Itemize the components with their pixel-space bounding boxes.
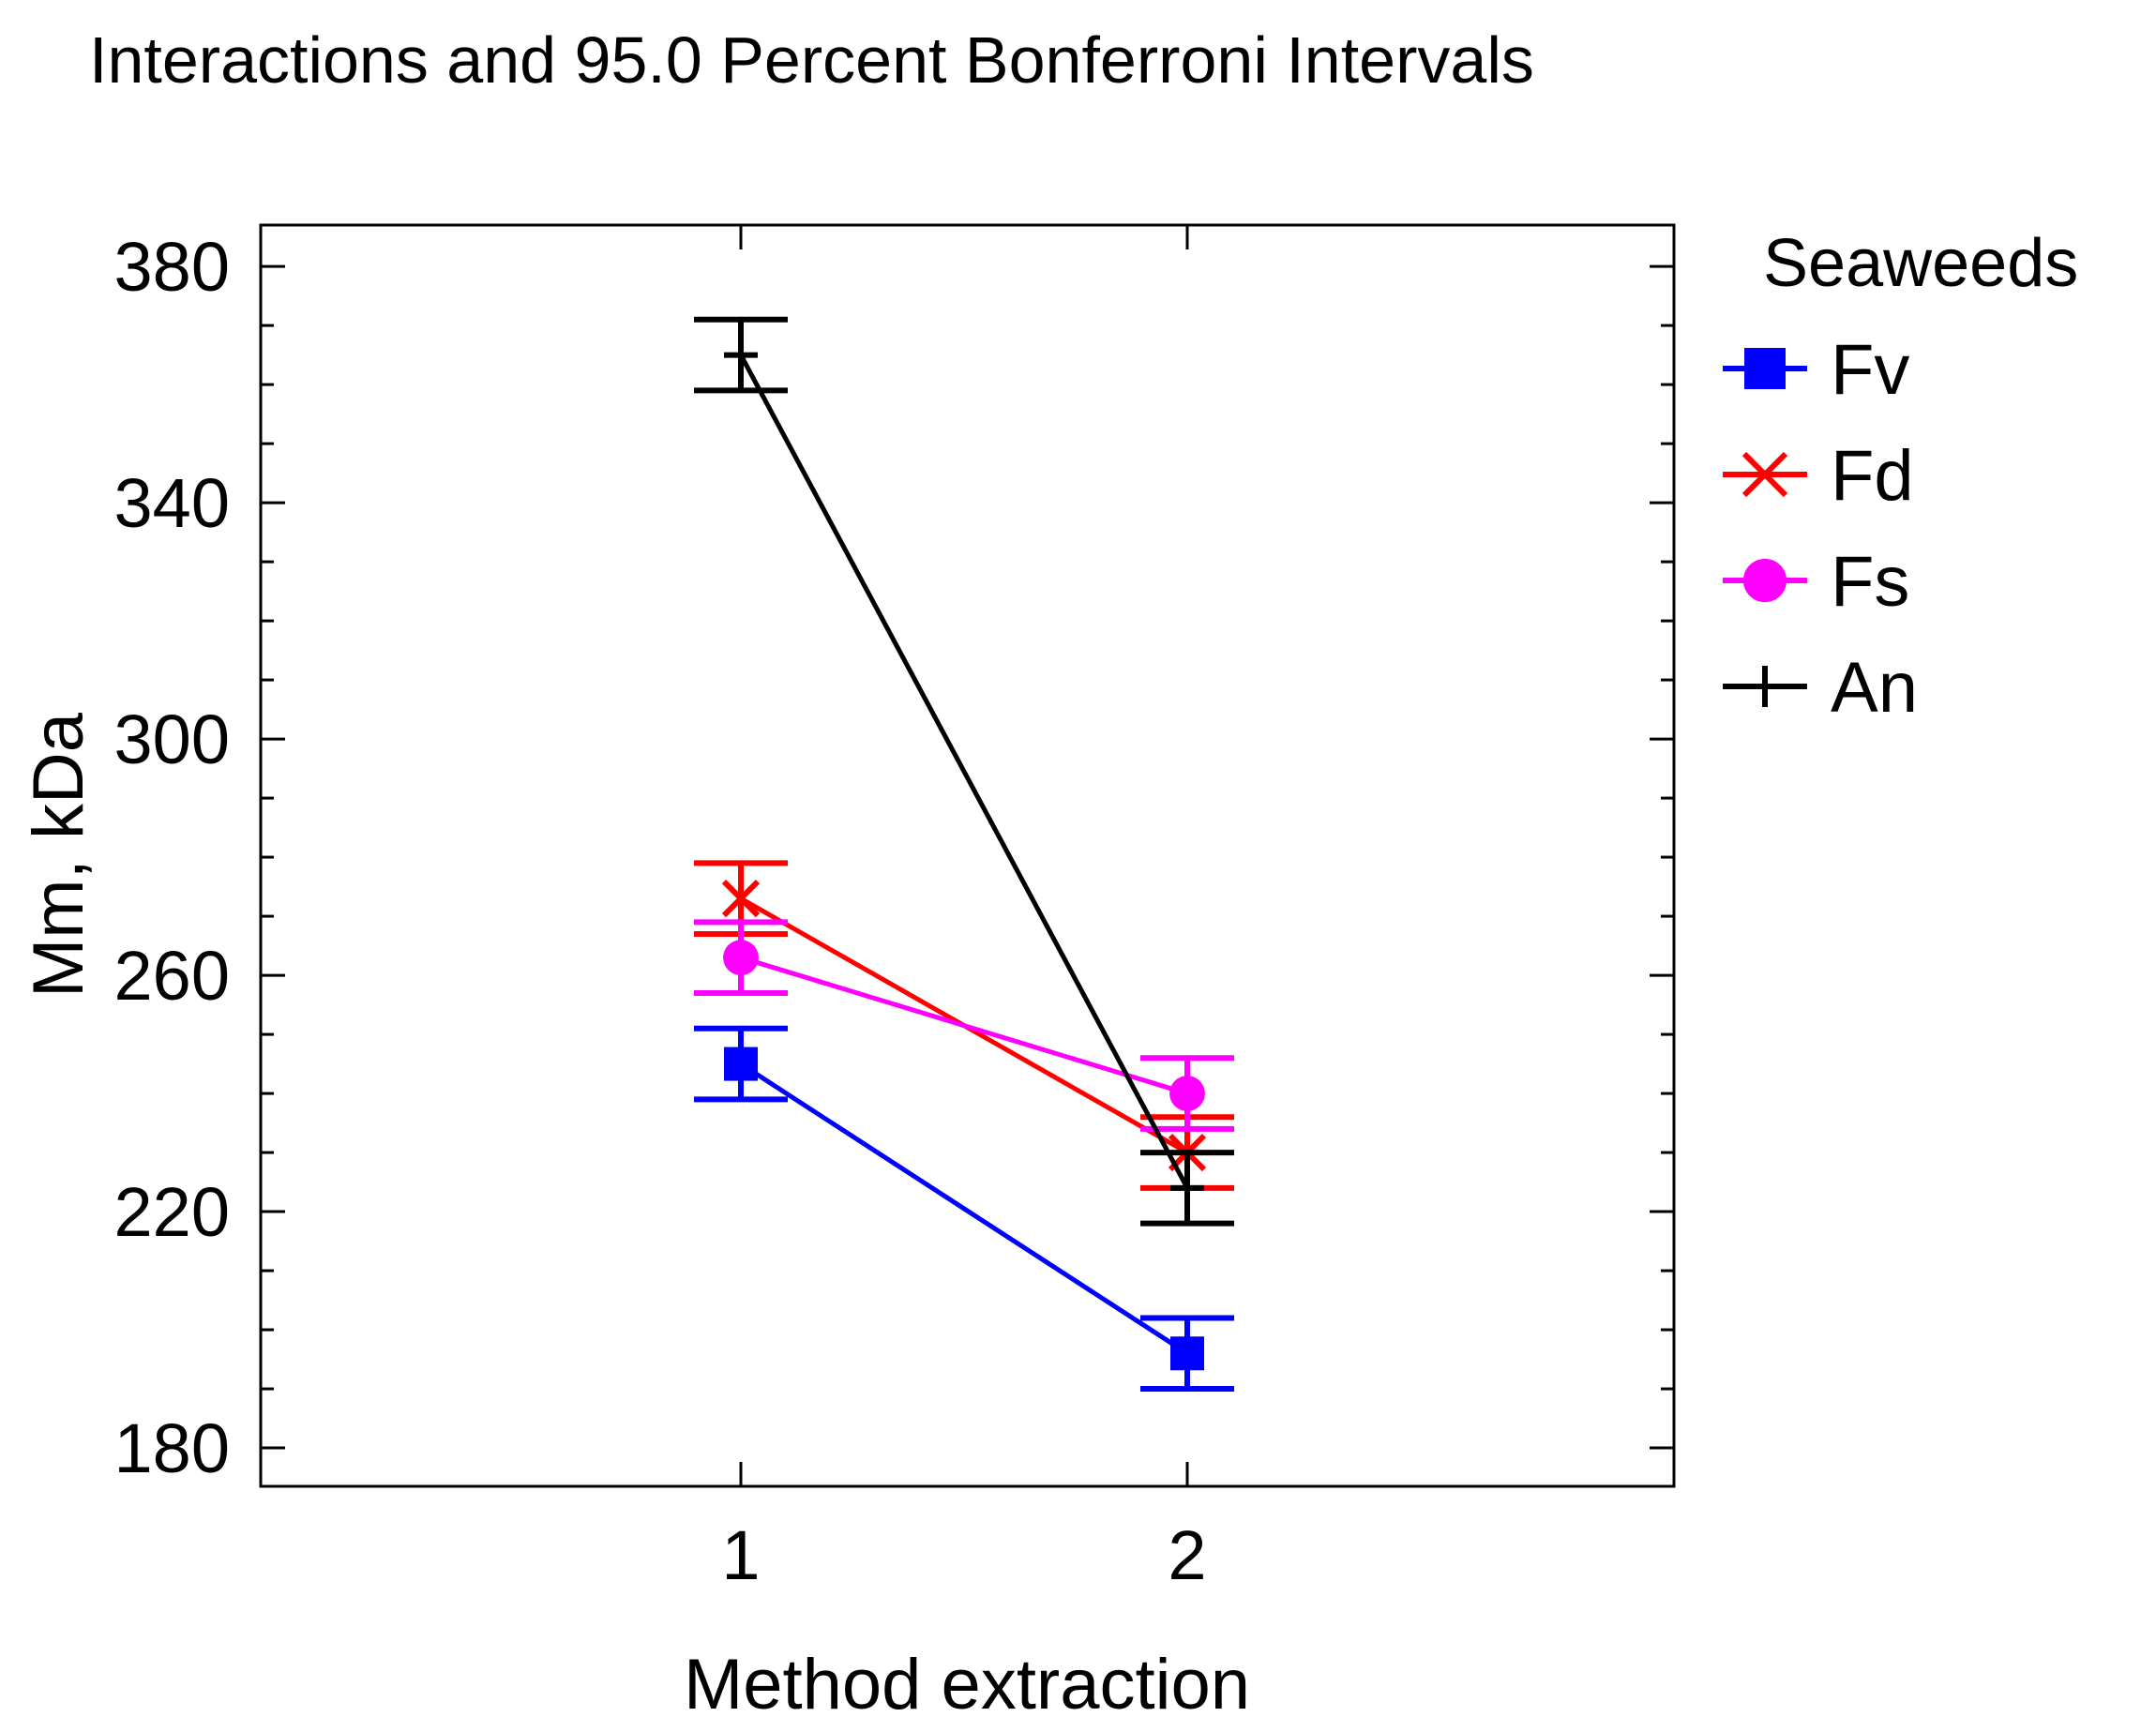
y-tick-label: 220: [114, 1173, 230, 1251]
y-tick-label: 260: [114, 937, 230, 1015]
series-line: [738, 354, 1190, 1190]
legend-items: Fv Fd Fs An: [1723, 330, 1918, 728]
data-point: [724, 338, 758, 372]
legend-label: An: [1831, 648, 1918, 728]
y-tick-label: 300: [114, 700, 230, 778]
y-axis-ticks: [261, 225, 1674, 1486]
legend-marker: [1742, 558, 1787, 603]
legend-marker: [1744, 666, 1786, 707]
data-point: [1169, 1076, 1205, 1111]
legend-marker: [1744, 348, 1786, 389]
plot-frame: [259, 223, 1676, 1488]
series-line: [740, 955, 1188, 1096]
series-fv: [694, 1025, 1234, 1393]
legend-title: Seaweeds: [1763, 226, 2078, 301]
legend-item-an: An: [1723, 648, 1918, 728]
chart-title: Interactions and 95.0 Percent Bonferroni…: [89, 23, 1534, 97]
series-layer: [694, 316, 1234, 1393]
y-tick-label: 340: [114, 464, 230, 542]
data-point: [721, 880, 761, 918]
legend-label: Fd: [1831, 436, 1914, 516]
data-point: [723, 940, 759, 976]
y-axis-tick-labels: 180 220 260 300 340 380: [114, 228, 230, 1487]
x-tick-label: 2: [1168, 1516, 1206, 1594]
data-point: [724, 1047, 758, 1081]
series-an: [694, 316, 1234, 1227]
legend-item-fs: Fs: [1723, 542, 1909, 622]
legend-item-fv: Fv: [1723, 330, 1909, 410]
legend-label: Fv: [1831, 330, 1909, 410]
y-tick-label: 180: [114, 1409, 230, 1487]
legend-label: Fs: [1831, 542, 1909, 622]
data-point: [1170, 1170, 1204, 1205]
x-tick-label: 1: [721, 1516, 760, 1594]
x-axis-label: Method extraction: [684, 1645, 1250, 1724]
legend-item-fd: Fd: [1723, 436, 1914, 516]
legend-marker: [1741, 451, 1788, 498]
data-point: [1170, 1336, 1204, 1371]
series-line: [739, 1062, 1189, 1356]
y-axis-label: Mm, kDa: [19, 712, 98, 998]
y-tick-label: 380: [114, 228, 230, 306]
legend: Seaweeds Fv Fd Fs An: [1723, 226, 2078, 728]
